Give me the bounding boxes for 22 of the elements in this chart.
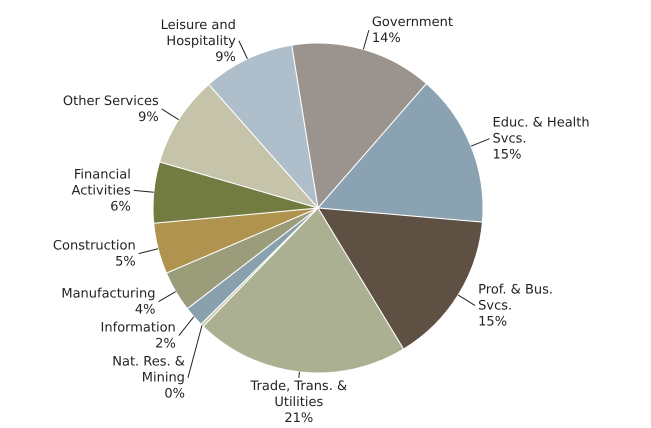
data-label: 14% <box>372 31 401 46</box>
slice-label: Government <box>372 15 453 30</box>
slice-label: Prof. & Bus. Svcs. <box>478 282 554 314</box>
slice-label: Financial Activities <box>72 167 132 198</box>
slice-label: Manufacturing <box>61 286 156 302</box>
data-label: 2% <box>155 336 176 352</box>
data-label: 15% <box>478 314 508 330</box>
slice-label: Leisure and Hospitality <box>160 18 236 49</box>
data-label: 15% <box>492 148 522 163</box>
data-label: 9% <box>215 50 236 65</box>
slice-label: Construction <box>52 238 136 254</box>
data-label: 9% <box>138 110 159 125</box>
slice-label: Nat. Res. & Mining <box>112 354 185 386</box>
data-label: 21% <box>284 410 314 426</box>
data-label: 6% <box>110 199 131 214</box>
slice-label: Other Services <box>62 94 159 109</box>
data-label: 0% <box>164 386 185 402</box>
data-label: 4% <box>134 302 156 318</box>
slice-label: Trade, Trans. & Utilities <box>249 378 348 410</box>
slice-label: Educ. & Health Svcs. <box>492 116 590 147</box>
data-label: 5% <box>115 254 136 270</box>
slice-label: Information <box>100 320 176 336</box>
